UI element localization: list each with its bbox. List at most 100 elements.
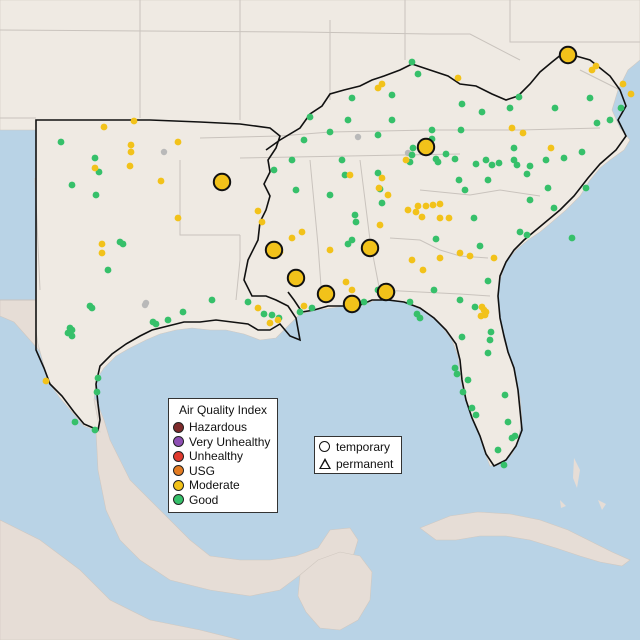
- good-site-marker: [179, 308, 187, 316]
- good-site-marker: [388, 91, 396, 99]
- good-site-marker: [544, 184, 552, 192]
- good-site-marker: [472, 411, 480, 419]
- good-site-marker: [104, 266, 112, 274]
- good-site-marker: [453, 370, 461, 378]
- legend-item-permanent: permanent: [315, 456, 401, 471]
- legend-title: Air Quality Index: [178, 403, 268, 417]
- moderate-site-marker: [346, 171, 354, 179]
- moderate-site-marker: [298, 228, 306, 236]
- good-site-marker: [378, 199, 386, 207]
- good-site-marker: [468, 404, 476, 412]
- moderate-site-marker: [408, 256, 416, 264]
- good-site-marker: [428, 126, 436, 134]
- good-site-marker: [484, 349, 492, 357]
- moderate-site-marker: [419, 266, 427, 274]
- good-site-marker: [68, 181, 76, 189]
- good-site-marker: [617, 104, 625, 112]
- temporary-monitor-marker: [316, 284, 336, 304]
- good-site-marker: [326, 128, 334, 136]
- moderate-site-marker: [157, 177, 165, 185]
- good-site-marker: [472, 160, 480, 168]
- temporary-monitor-marker: [342, 294, 362, 314]
- good-site-marker: [432, 235, 440, 243]
- good-site-marker: [306, 113, 314, 121]
- good-site-marker: [374, 131, 382, 139]
- temporary-label: temporary: [336, 439, 391, 454]
- good-site-marker: [501, 391, 509, 399]
- good-site-marker: [510, 144, 518, 152]
- good-site-marker: [388, 116, 396, 124]
- moderate-site-marker: [326, 246, 334, 254]
- good-site-marker: [464, 376, 472, 384]
- good-site-marker: [152, 320, 160, 328]
- good-site-marker: [351, 211, 359, 219]
- good-site-marker: [374, 169, 382, 177]
- moderate-site-marker: [422, 202, 430, 210]
- good-site-marker: [408, 58, 416, 66]
- legend-item-temporary: temporary: [315, 439, 401, 454]
- good-site-marker: [455, 176, 463, 184]
- moderate-site-marker: [288, 234, 296, 242]
- good-site-marker: [68, 332, 76, 340]
- good-site-marker: [292, 186, 300, 194]
- good-site-marker: [244, 298, 252, 306]
- moderate-site-marker: [436, 214, 444, 222]
- good-site-marker: [457, 126, 465, 134]
- good-site-marker: [593, 119, 601, 127]
- good-site-marker: [476, 242, 484, 250]
- no-data-site-marker: [142, 299, 150, 307]
- permanent-label: permanent: [336, 456, 394, 471]
- legend-item-very-unhealthy: Very Unhealthy: [169, 435, 277, 450]
- legend-item-usg: USG: [169, 464, 277, 479]
- moderate-site-marker: [258, 218, 266, 226]
- good-site-marker: [409, 144, 417, 152]
- no-data-site-marker: [354, 133, 362, 141]
- good-site-marker: [91, 426, 99, 434]
- good-site-marker: [526, 162, 534, 170]
- aqi-legend: Air Quality Index Hazardous Very Unhealt…: [168, 398, 278, 513]
- legend-label: Good: [189, 492, 219, 507]
- moderate-site-marker: [174, 138, 182, 146]
- very-unhealthy-swatch: [173, 436, 184, 448]
- monitor-sites: [42, 45, 635, 469]
- moderate-site-marker: [100, 123, 108, 131]
- moderate-site-marker: [547, 144, 555, 152]
- good-site-marker: [119, 240, 127, 248]
- moderate-site-marker: [619, 80, 627, 88]
- usg-swatch: [173, 465, 184, 477]
- good-site-marker: [458, 100, 466, 108]
- moderate-site-marker: [254, 207, 262, 215]
- good-site-marker: [568, 234, 576, 242]
- bahamas: [560, 458, 606, 510]
- good-site-marker: [560, 154, 568, 162]
- good-site-marker: [459, 388, 467, 396]
- good-site-marker: [94, 374, 102, 382]
- temporary-monitor-marker: [416, 137, 436, 157]
- moderate-site-marker: [402, 156, 410, 164]
- good-site-marker: [606, 116, 614, 124]
- good-site-marker: [451, 364, 459, 372]
- moderate-site-marker: [300, 302, 308, 310]
- good-site-marker: [360, 298, 368, 306]
- moderate-swatch: [173, 479, 184, 491]
- good-site-marker: [542, 156, 550, 164]
- good-site-marker: [406, 298, 414, 306]
- good-site-marker: [352, 218, 360, 226]
- legend-label: Unhealthy: [189, 449, 244, 464]
- moderate-site-marker: [266, 319, 274, 327]
- moderate-site-marker: [588, 66, 596, 74]
- good-site-marker: [344, 240, 352, 248]
- good-site-marker: [341, 171, 349, 179]
- good-site-marker: [71, 418, 79, 426]
- moderate-site-marker: [429, 201, 437, 209]
- good-site-marker: [434, 158, 442, 166]
- good-site-marker: [288, 156, 296, 164]
- good-site-marker: [300, 136, 308, 144]
- moderate-site-marker: [384, 191, 392, 199]
- cuba: [419, 511, 631, 567]
- moderate-site-marker: [477, 312, 485, 320]
- legend-item-hazardous: Hazardous: [169, 420, 277, 435]
- moderate-site-marker: [466, 252, 474, 260]
- temporary-monitor-marker: [360, 238, 380, 258]
